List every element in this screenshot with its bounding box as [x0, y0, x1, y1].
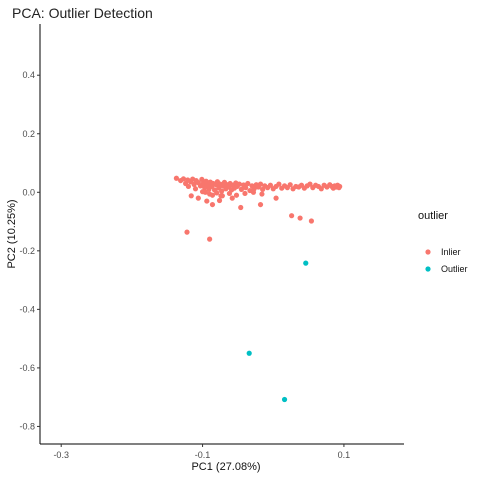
inlier-point — [242, 190, 248, 197]
legend-label-outlier: Outlier — [441, 264, 468, 274]
legend: outlier Inlier Outlier — [418, 210, 468, 274]
inlier-point — [287, 182, 293, 188]
inlier-point — [250, 189, 257, 195]
inlier-point — [188, 193, 194, 199]
legend-entries: Inlier Outlier — [425, 247, 468, 274]
inlier-point — [289, 213, 295, 219]
inlier-point — [276, 181, 282, 187]
inlier-point — [226, 190, 233, 197]
inlier-point — [207, 236, 213, 242]
inlier-point — [238, 204, 244, 211]
inlier-point — [184, 229, 190, 235]
inlier-point — [267, 182, 274, 188]
legend-label-inlier: Inlier — [441, 247, 461, 257]
inlier-point — [273, 195, 279, 201]
inlier-point — [318, 186, 324, 192]
y-tick-label: -0.8 — [19, 421, 35, 431]
y-tick-label: 0.4 — [22, 70, 35, 80]
inlier-point — [204, 198, 210, 204]
legend-title: outlier — [418, 210, 448, 222]
inlier-point — [191, 181, 197, 187]
x-axis-title: PC1 (27.08%) — [191, 461, 260, 473]
legend-key-inlier — [425, 249, 431, 255]
inlier-point — [216, 197, 223, 204]
inlier-point — [185, 183, 192, 190]
inlier-point — [257, 201, 264, 208]
outlier-point — [303, 260, 309, 266]
y-tick-label: -0.2 — [19, 246, 35, 256]
axes — [39, 24, 404, 445]
outlier-point — [281, 396, 288, 403]
inlier-point — [229, 195, 235, 201]
inlier-point — [203, 178, 209, 184]
inlier-point — [257, 181, 264, 187]
inlier-point — [195, 195, 201, 201]
outlier-point — [246, 350, 252, 356]
inlier-point — [202, 189, 208, 195]
y-axis-title: PC2 (10.25%) — [6, 199, 18, 268]
x-ticks: -0.3 -0.1 0.1 — [53, 444, 350, 460]
x-tick-label: -0.1 — [195, 450, 211, 460]
inlier-point — [236, 181, 242, 187]
inlier-point — [209, 192, 216, 198]
y-ticks: 0.4 0.2 0.0 -0.2 -0.4 -0.6 -0.8 — [19, 70, 40, 431]
chart-title: PCA: Outlier Detection — [12, 5, 153, 21]
y-tick-label: 0.2 — [22, 129, 35, 139]
inlier-point — [308, 218, 315, 224]
inlier-point — [238, 186, 245, 192]
y-tick-label: -0.4 — [19, 304, 35, 314]
inlier-point — [307, 181, 313, 187]
inlier-point — [337, 183, 343, 190]
inlier-point — [173, 175, 180, 181]
inlier-point — [219, 188, 225, 194]
inlier-point — [192, 186, 199, 192]
inlier-point — [180, 176, 187, 182]
inlier-point — [297, 215, 303, 221]
inlier-point — [214, 190, 220, 196]
inlier-point — [245, 180, 251, 187]
inlier-point — [259, 191, 265, 197]
inlier-point — [243, 185, 249, 191]
inlier-point — [199, 176, 205, 183]
x-tick-label: -0.3 — [53, 450, 69, 460]
inlier-point — [218, 193, 224, 199]
y-tick-label: -0.6 — [19, 363, 35, 373]
x-tick-label: 0.1 — [338, 450, 351, 460]
inlier-point — [209, 201, 216, 208]
y-tick-label: 0.0 — [22, 187, 35, 197]
inlier-point — [233, 192, 240, 198]
data-points — [173, 175, 343, 403]
legend-key-outlier — [425, 266, 431, 272]
